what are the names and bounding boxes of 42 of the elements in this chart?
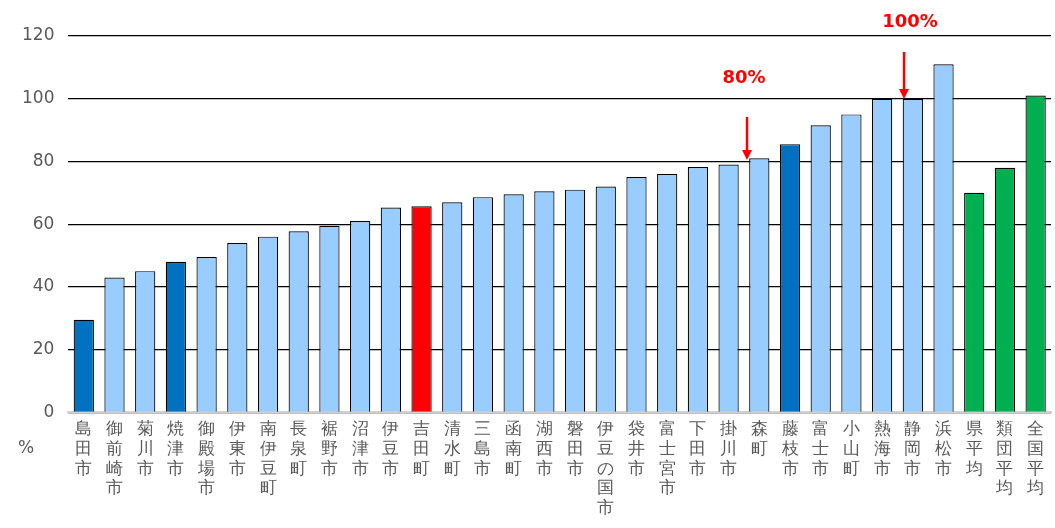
x-tick-label: 湖西市 xyxy=(535,418,553,478)
x-tick-label: 富士宮市 xyxy=(658,418,676,498)
x-tick-label: 磐田市 xyxy=(566,418,584,478)
x-tick-label: 伊東市 xyxy=(228,418,246,478)
x-tick-label: 藤枝市 xyxy=(780,418,799,478)
y-tick-label: 20 xyxy=(32,337,55,358)
x-tick-label: 長泉町 xyxy=(290,418,308,478)
x-tick-label: 南伊豆町 xyxy=(259,418,277,498)
x-tick-label: 全国平均 xyxy=(1026,418,1045,498)
x-tick-label: 沼津市 xyxy=(351,418,369,478)
x-tick-label: 清水町 xyxy=(443,418,461,478)
x-tick-label: 三島市 xyxy=(474,418,492,478)
x-tick-label: 下田市 xyxy=(689,418,707,478)
x-tick-label: 裾野市 xyxy=(320,418,338,478)
x-tick-label: 御前崎市 xyxy=(106,418,123,498)
y-tick-label: 0 xyxy=(43,400,55,421)
annotation: 80% xyxy=(719,65,769,87)
y-tick-label: 40 xyxy=(32,275,55,296)
x-tick-label: 浜松市 xyxy=(935,418,953,478)
y-tick-label: 60 xyxy=(32,212,55,233)
x-tick-label: 焼津市 xyxy=(167,418,185,478)
x-tick-label: 菊川市 xyxy=(136,418,154,478)
y-tick-label: 80 xyxy=(32,149,55,170)
x-tick-label: 函南町 xyxy=(505,418,523,478)
x-tick-label: 島田市 xyxy=(75,418,93,478)
x-tick-label: 小山町 xyxy=(842,418,860,478)
x-tick-label: 類団平均 xyxy=(995,418,1014,498)
x-tick-label: 御殿場市 xyxy=(197,418,216,498)
y-tick-label: 120 xyxy=(21,24,55,45)
text: 100% xyxy=(879,9,941,31)
x-tick-label: 静岡市 xyxy=(904,418,922,478)
y-axis-title: % xyxy=(17,436,35,457)
x-tick-label: 袋井市 xyxy=(627,418,645,478)
x-tick-label: 県平均 xyxy=(964,418,983,478)
x-tick-label: 伊豆の国市 xyxy=(597,418,615,517)
x-tick-label: 熱海市 xyxy=(873,418,891,478)
x-tick-label: 伊豆市 xyxy=(382,418,400,478)
x-tick-label: 富士市 xyxy=(812,418,830,478)
y-tick-label: 100 xyxy=(21,87,55,108)
x-tick-label: 森町 xyxy=(750,418,768,458)
x-tick-label: 吉田町 xyxy=(413,418,431,478)
x-tick-label: 掛川市 xyxy=(720,418,738,478)
